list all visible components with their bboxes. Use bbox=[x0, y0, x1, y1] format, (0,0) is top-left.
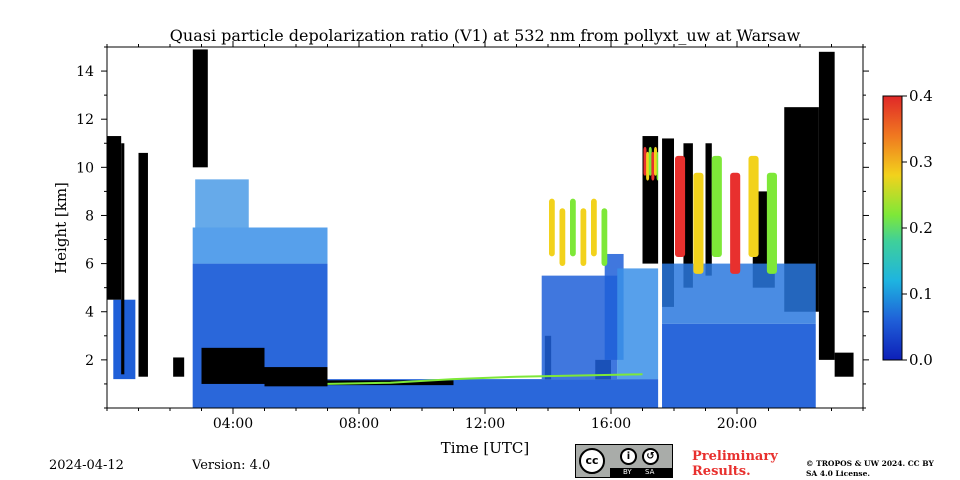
aerosol-filament-0 bbox=[192, 227, 328, 264]
clipped-signal-16 bbox=[818, 51, 835, 360]
cloud-patch-1-1 bbox=[559, 208, 566, 267]
boundary-layer-top-line bbox=[327, 373, 643, 385]
cloud-patch-0-0 bbox=[675, 155, 686, 257]
y-tick-label: 4 bbox=[85, 305, 94, 321]
y-tick-label: 14 bbox=[76, 64, 94, 80]
clipped-signal-4 bbox=[192, 49, 208, 168]
heatmap bbox=[107, 47, 854, 408]
x-axis-label: Time [UTC] bbox=[441, 439, 530, 457]
cloud-patch-2-0 bbox=[643, 146, 647, 176]
clipped-signal-5 bbox=[201, 347, 265, 384]
clipped-signal-1 bbox=[121, 143, 125, 375]
x-tick-label: 08:00 bbox=[339, 416, 379, 432]
colorbar-ticks: 0.0 0.1 0.2 0.3 0.4 bbox=[902, 87, 933, 369]
cloud-patch-2-4 bbox=[654, 146, 657, 176]
colorbar-tick-label: 0.1 bbox=[909, 285, 933, 303]
preliminary-results-label: Preliminary Results. bbox=[692, 449, 778, 479]
clipped-signal-13 bbox=[705, 143, 712, 276]
cloud-patch-1-3 bbox=[580, 208, 587, 267]
cloud-patch-1-5 bbox=[601, 208, 608, 267]
sa-label: SA bbox=[645, 468, 655, 476]
cloud-patch-1-0 bbox=[549, 198, 555, 257]
clipped-signal-11 bbox=[662, 138, 674, 307]
colorbar-tick-label: 0.4 bbox=[909, 87, 933, 105]
data-gap-1 bbox=[658, 47, 663, 408]
version-label: Version: 4.0 bbox=[192, 458, 271, 473]
x-tick-label: 16:00 bbox=[591, 416, 631, 432]
y-tick-label: 12 bbox=[76, 112, 94, 128]
colorbar-tick-label: 0.3 bbox=[909, 153, 933, 171]
clipped-signal-12 bbox=[683, 143, 693, 288]
cloud-patch-0-5 bbox=[766, 172, 777, 274]
aerosol-filament-4 bbox=[661, 263, 816, 324]
cloud-patch-2-1 bbox=[646, 151, 650, 181]
cc-icon: cc bbox=[579, 448, 605, 474]
aerosol-filament-1 bbox=[195, 179, 249, 228]
clipped-signal-2 bbox=[138, 152, 148, 377]
cloud-patch-1-4 bbox=[591, 198, 597, 257]
y-axis: 2 4 6 8 10 12 14 bbox=[76, 46, 869, 409]
x-axis: 04:00 08:00 12:00 16:00 20:00 bbox=[106, 41, 864, 432]
clipped-signal-3 bbox=[173, 357, 185, 377]
y-tick-label: 10 bbox=[76, 160, 94, 176]
colorbar-gradient bbox=[882, 95, 903, 361]
x-tick-label: 12:00 bbox=[465, 416, 505, 432]
share-alike-icon: ↺ bbox=[642, 448, 659, 465]
y-axis-label: Height [km] bbox=[52, 182, 70, 274]
x-tick-label: 20:00 bbox=[717, 416, 757, 432]
cloud-patch-2-3 bbox=[651, 151, 655, 181]
plot-area bbox=[106, 46, 864, 409]
cloud-patch-0-3 bbox=[730, 172, 741, 274]
by-attribution-icon: i bbox=[620, 448, 637, 465]
cloud-patch-0-4 bbox=[748, 155, 759, 257]
y-tick-label: 8 bbox=[85, 208, 94, 224]
colorbar: 0.0 0.1 0.2 0.3 0.4 bbox=[882, 87, 933, 369]
aerosol-filament-5 bbox=[617, 268, 659, 380]
cloud-patch-2-2 bbox=[648, 146, 652, 176]
chart-title: Quasi particle depolarization ratio (V1)… bbox=[170, 26, 801, 45]
y-tick-label: 6 bbox=[85, 257, 94, 273]
clipped-signal-6 bbox=[264, 367, 328, 387]
y-tick-label: 2 bbox=[85, 353, 94, 369]
cloud-patch-0-2 bbox=[711, 155, 722, 257]
copyright-notice: © TROPOS & UW 2024. CC BY SA 4.0 License… bbox=[806, 459, 934, 478]
data-gap-0 bbox=[187, 47, 193, 408]
cloud-patch-1-2 bbox=[570, 198, 576, 257]
cc-license-badge: cc i ↺ BY SA bbox=[575, 444, 673, 478]
clipped-signal-0 bbox=[107, 136, 122, 300]
x-tick-label: 04:00 bbox=[213, 416, 253, 432]
cloud-patch-0-1 bbox=[693, 172, 704, 274]
clipped-signal-17 bbox=[834, 352, 854, 377]
colorbar-tick-label: 0.2 bbox=[909, 219, 933, 237]
cc-license-strip: BY SA bbox=[610, 468, 672, 477]
date-label: 2024-04-12 bbox=[49, 458, 124, 473]
colorbar-tick-label: 0.0 bbox=[909, 351, 933, 369]
region-evening-aerosol bbox=[661, 323, 816, 408]
by-label: BY bbox=[623, 468, 632, 476]
